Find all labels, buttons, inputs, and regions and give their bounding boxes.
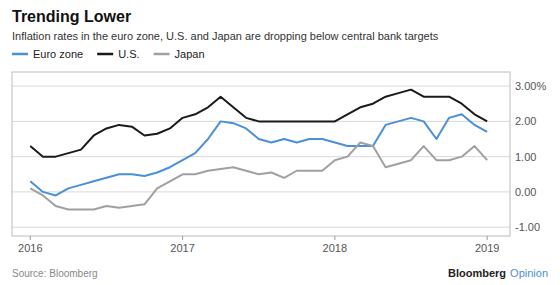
legend-entry: Japan [175,48,205,60]
x-tick [487,236,488,240]
series-line [30,90,487,157]
x-tick-label: 2018 [323,242,347,254]
legend-swatch [154,53,170,56]
legend-entry: U.S. [118,48,139,60]
credit: Opinion [510,267,548,279]
x-tick [182,236,183,240]
grid-line [12,191,510,192]
legend: Euro zone U.S. Japan [12,48,205,60]
x-tick [334,236,335,240]
plot-frame [12,72,510,236]
title: Trending Lower [12,8,131,25]
y-tick-label: 1.00 [515,151,536,163]
legend-entry: Euro zone [33,48,83,60]
chart: Trending Lower Inflation rates in the eur… [0,0,560,285]
y-axis: -1.00 0.00 1.00 2.00 3.00% [12,80,546,233]
source: Source: Bloomberg [12,268,98,279]
x-axis: 2016 2017 2018 2019 [18,236,499,254]
legend-swatch [12,53,28,56]
x-tick-label: 2016 [18,242,42,254]
x-tick-label: 2019 [475,242,499,254]
y-tick-label: 0.00 [515,186,536,198]
y-tick-label: -1.00 [515,221,540,233]
x-tick-label: 2017 [170,242,194,254]
grid-line [12,86,510,87]
grid-line [12,227,510,228]
lines [30,90,487,210]
y-tick-label: 2.00 [515,115,536,127]
grid-line [12,156,510,157]
legend-swatch [97,53,113,56]
subtitle: Inflation rates in the euro zone, U.S. a… [12,30,439,42]
series-line [30,114,487,195]
background [0,0,560,285]
y-tick-label: 3.00% [515,80,546,92]
x-tick [30,236,31,240]
credit: Bloomberg [448,267,506,279]
series-line [30,143,487,210]
